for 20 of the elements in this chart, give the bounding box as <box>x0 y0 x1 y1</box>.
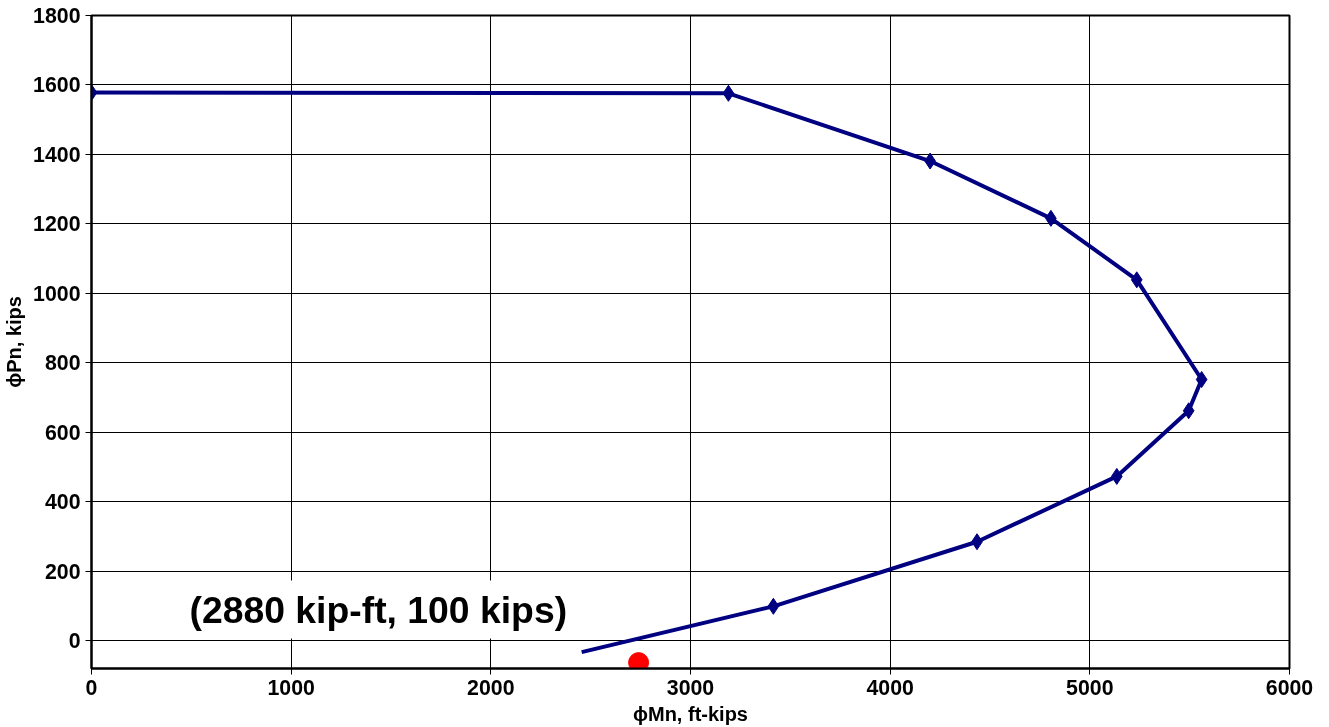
x-axis-title: ϕMn, ft-kips <box>633 702 748 725</box>
x-tick-label: 1000 <box>267 675 315 700</box>
x-tick-label: 3000 <box>666 675 715 700</box>
x-tick-label: 4000 <box>866 675 914 700</box>
x-tick-label: 2000 <box>467 675 515 700</box>
y-tick-label: 1400 <box>33 142 81 167</box>
y-tick-label: 600 <box>44 420 81 445</box>
y-tick-label: 1600 <box>33 73 81 98</box>
x-tick-label: 5000 <box>1066 675 1114 700</box>
y-tick-label: 1800 <box>33 4 81 28</box>
y-tick-label: 400 <box>44 490 81 515</box>
x-tick-label: 0 <box>85 675 98 700</box>
y-tick-label: 0 <box>68 629 81 654</box>
y-tick-label: 200 <box>44 559 81 584</box>
y-tick-label: 800 <box>44 351 81 376</box>
annotation: (2880 kip-ft, 100 kips) <box>189 588 568 631</box>
y-tick-label: 1000 <box>33 281 81 306</box>
x-tick-label: 6000 <box>1265 675 1314 700</box>
y-axis-title: ϕPn, kips <box>3 296 26 388</box>
y-tick-label: 1200 <box>33 212 81 237</box>
